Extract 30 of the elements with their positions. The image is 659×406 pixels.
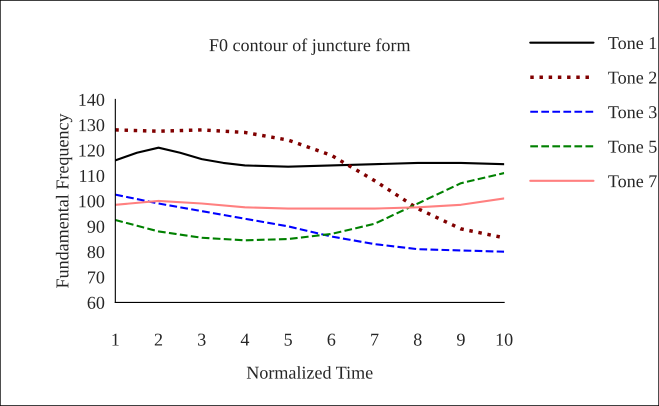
x-tick-label: 9	[457, 334, 465, 346]
x-tick-label: 8	[414, 334, 422, 346]
y-tick-label: 140	[79, 94, 104, 106]
x-tick-label: 10	[496, 334, 512, 346]
legend-label: Tone 2	[608, 72, 656, 84]
y-tick-label: 80	[88, 246, 104, 258]
x-tick-label: 7	[371, 334, 379, 346]
chart-title: F0 contour of juncture form	[209, 38, 410, 55]
y-tick-label: 70	[88, 271, 104, 284]
y-tick-label: 130	[79, 119, 104, 132]
y-tick-label: 100	[79, 195, 104, 208]
x-tick-label: 6	[328, 334, 336, 346]
line-series	[115, 194, 504, 253]
legend-label: Tone 5	[608, 140, 657, 153]
y-tick-label: 110	[80, 170, 104, 182]
x-tick-label: 2	[154, 334, 162, 346]
legend-label: Tone 3	[608, 106, 657, 118]
y-tick-label: 60	[88, 296, 104, 309]
line-series	[115, 197, 504, 210]
y-tick-label: 120	[79, 144, 104, 157]
x-tick-label: 4	[240, 334, 250, 346]
line-series	[115, 172, 504, 242]
legend-label: Tone 7	[608, 175, 657, 188]
x-axis-title: Normalized Time	[246, 366, 373, 379]
x-tick-label: 1	[112, 334, 119, 346]
x-tick-label: 3	[198, 334, 206, 346]
legend-label: Tone 1	[608, 37, 656, 50]
x-tick-label: 5	[284, 334, 292, 346]
y-tick-label: 90	[87, 220, 104, 233]
y-axis-title: Fundamental Frequency	[56, 114, 72, 288]
